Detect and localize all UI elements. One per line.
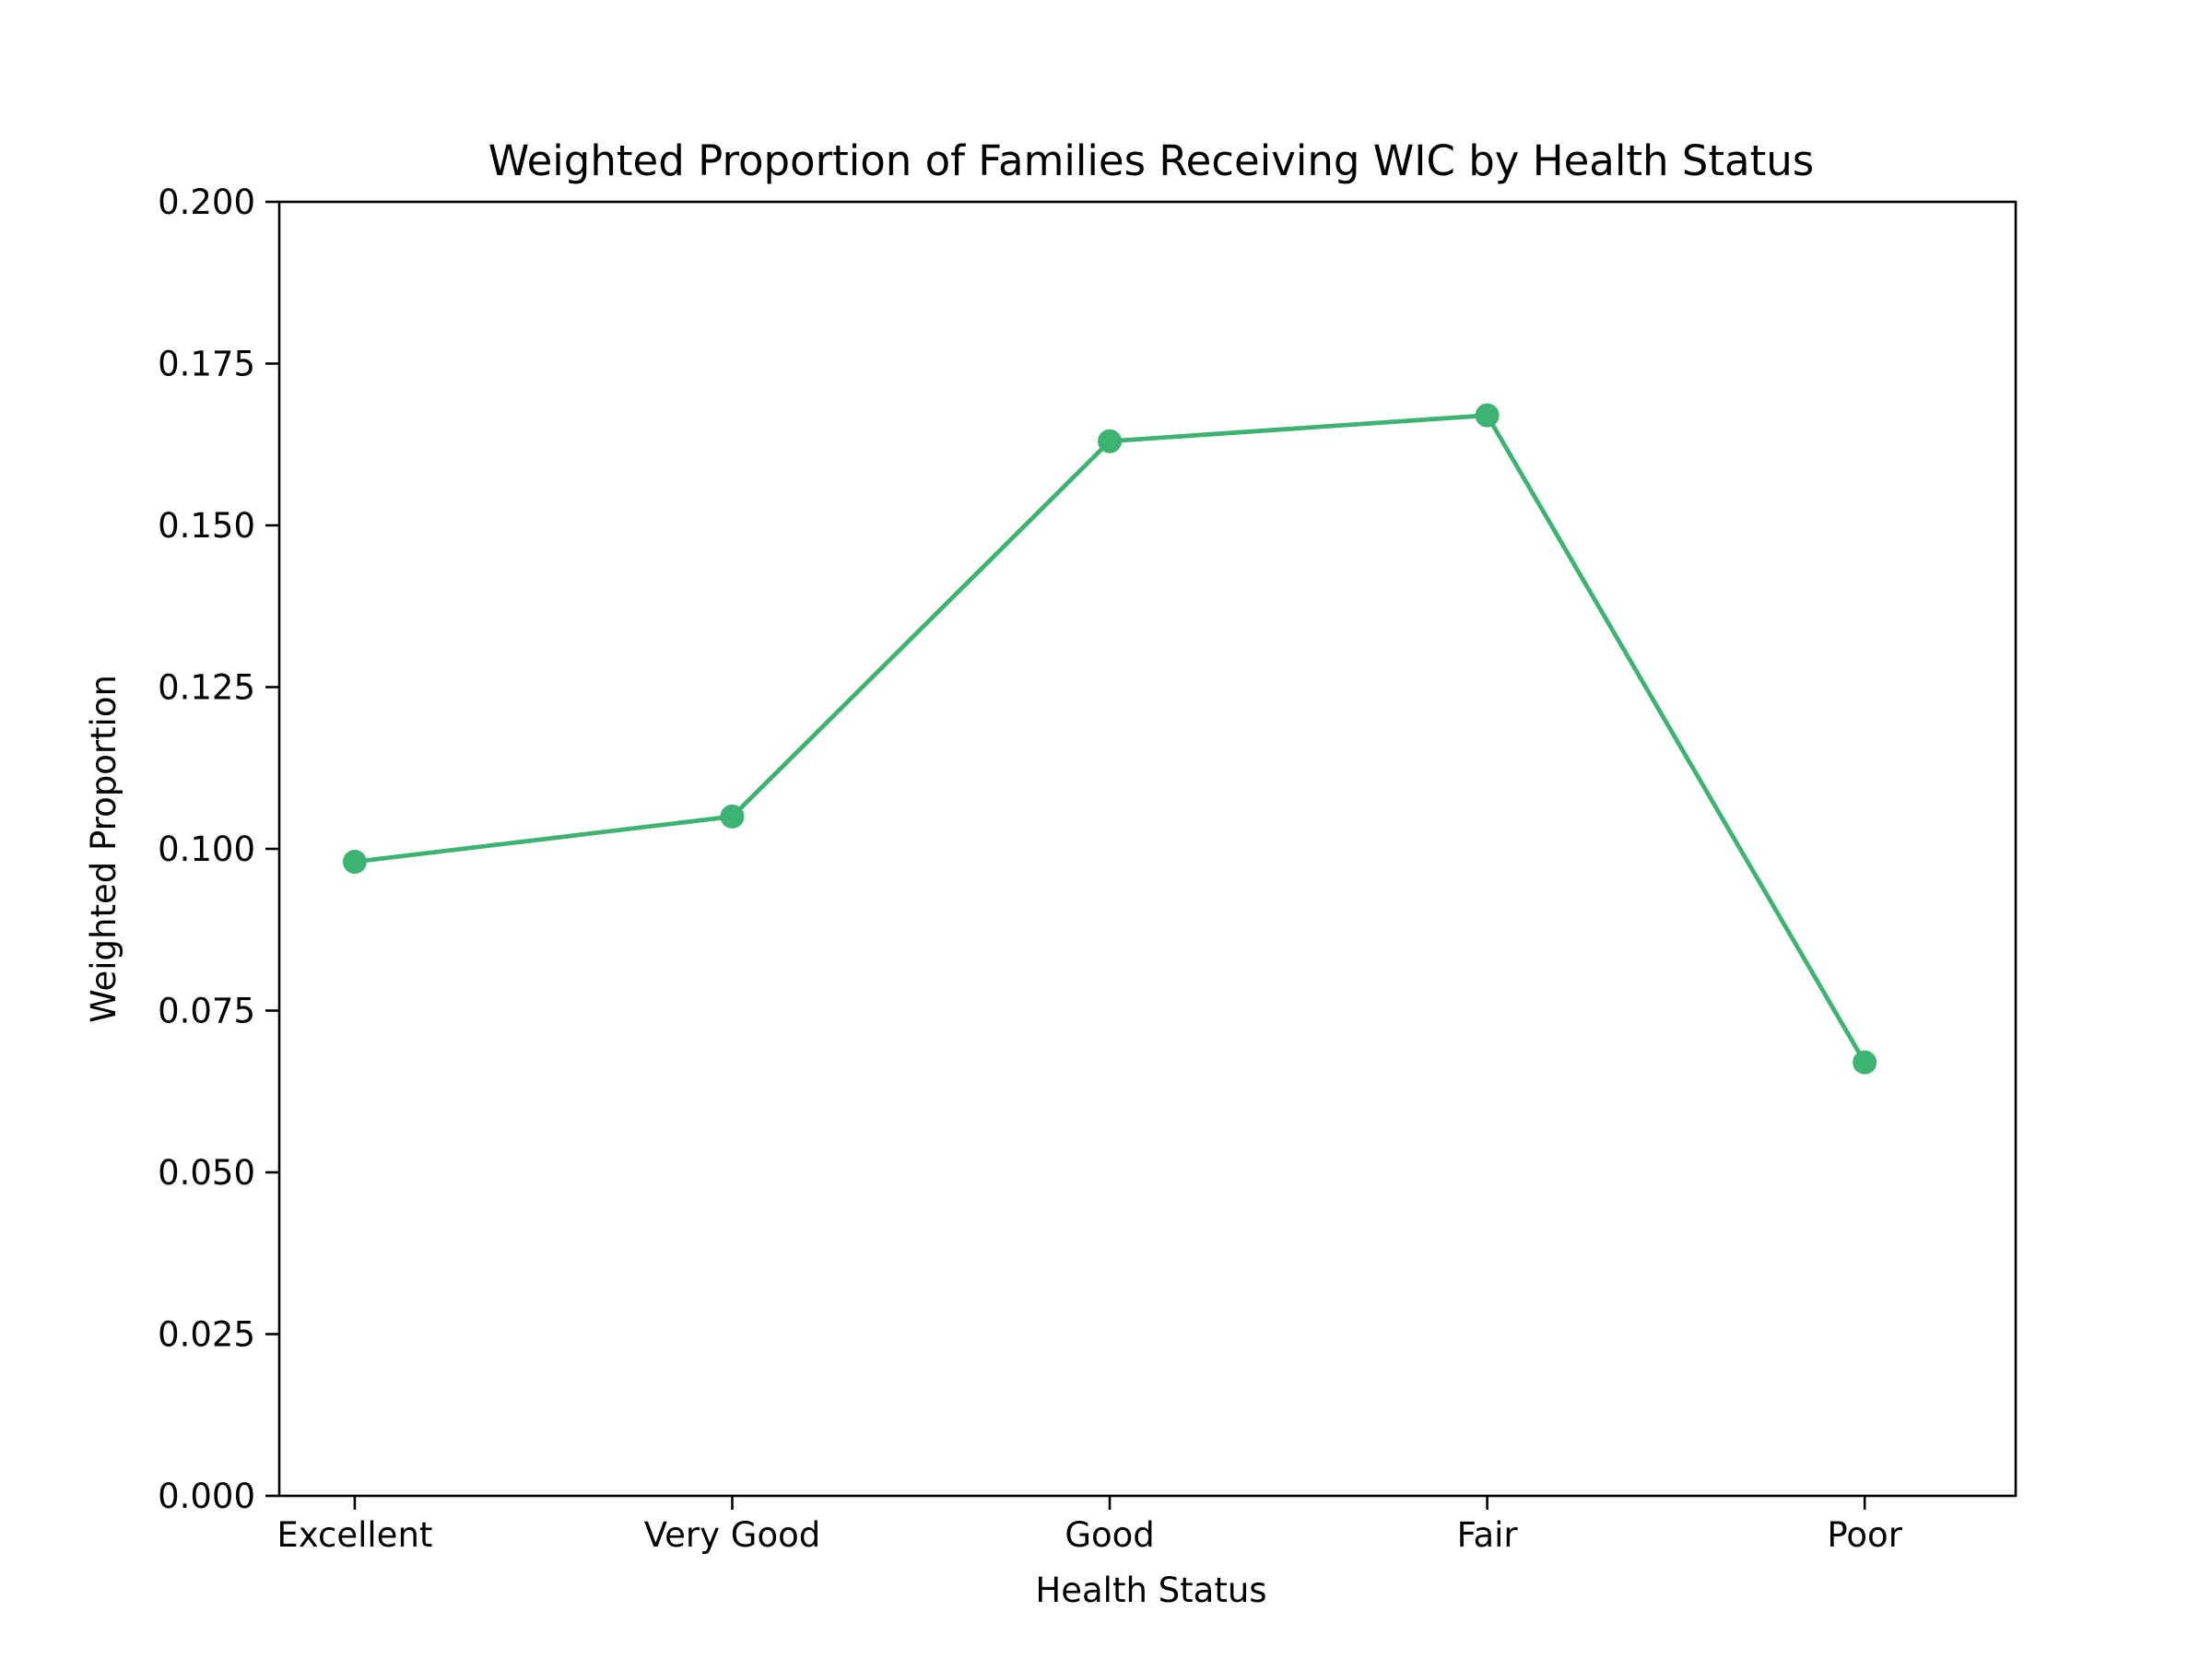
x-tick-label: Very Good — [644, 1515, 821, 1555]
x-tick-label: Excellent — [276, 1515, 432, 1555]
data-point — [342, 850, 367, 875]
chart-title: Weighted Proportion of Families Receivin… — [488, 136, 1814, 185]
x-tick-label: Poor — [1827, 1515, 1902, 1555]
y-tick-label: 0.075 — [158, 992, 255, 1031]
x-tick-label: Fair — [1457, 1515, 1519, 1555]
x-tick-label: Good — [1065, 1515, 1154, 1555]
y-tick-label: 0.150 — [158, 506, 255, 546]
y-tick-label: 0.100 — [158, 830, 255, 869]
y-tick-label: 0.175 — [158, 345, 255, 384]
data-point — [720, 804, 745, 829]
y-tick-label: 0.125 — [158, 668, 255, 708]
y-tick-label: 0.050 — [158, 1153, 255, 1193]
data-point — [1853, 1050, 1877, 1075]
plot-area: 0.000 0.025 0.050 0.075 0.100 0.125 0.150 0.175… — [158, 182, 2018, 1555]
data-point — [1098, 429, 1123, 453]
y-tick-label: 0.000 — [158, 1477, 255, 1516]
y-tick-label: 0.025 — [158, 1315, 255, 1355]
x-axis-title: Health Status — [1035, 1571, 1266, 1610]
y-axis-title: Weighted Proportion — [84, 675, 124, 1023]
data-point — [1475, 403, 1500, 428]
y-tick-label: 0.200 — [158, 182, 255, 222]
